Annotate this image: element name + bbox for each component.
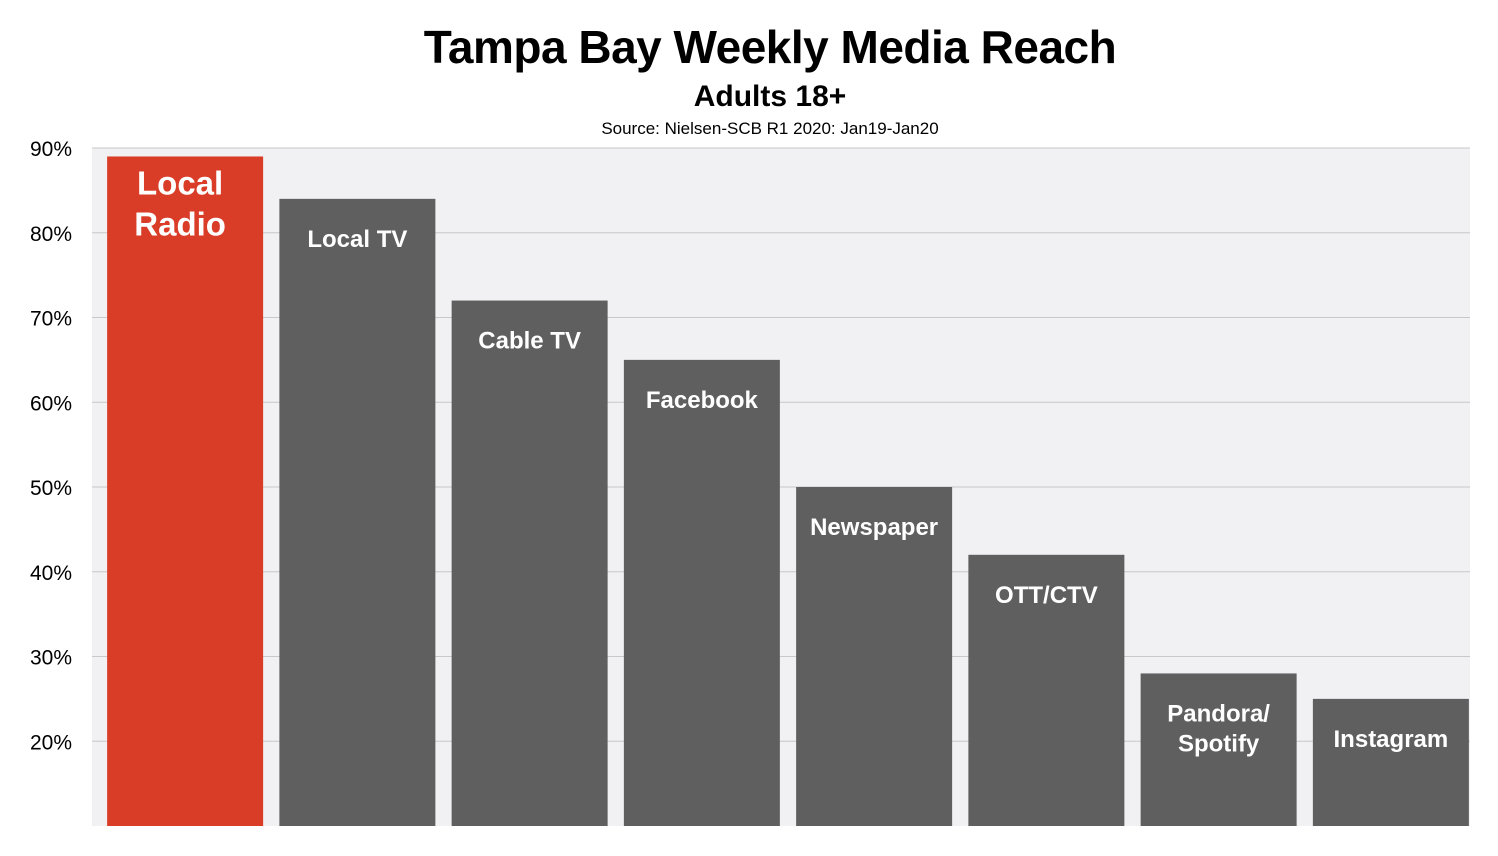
- y-tick-label: 50%: [30, 477, 72, 500]
- bar-labels: Local Radio Local TV Cable TV Facebook Newspa…: [134, 164, 1448, 757]
- bar-label: OTT/CTV: [995, 582, 1098, 609]
- y-axis-ticks: 20% 30% 40% 50% 60% 70% 80% 90%: [30, 138, 72, 754]
- bar: [968, 554, 1125, 826]
- bar-label: Instagram: [1334, 726, 1449, 753]
- bar: [279, 198, 436, 827]
- bar-label: Cable TV: [478, 328, 581, 355]
- bar: [107, 156, 264, 827]
- bar: [623, 359, 780, 826]
- bar: [796, 487, 953, 826]
- bar-label: Local TV: [307, 226, 407, 253]
- y-tick-label: 20%: [30, 731, 72, 754]
- chart-title: Tampa Bay Weekly Media Reach: [423, 21, 1117, 73]
- y-tick-label: 40%: [30, 562, 72, 585]
- chart-subtitle: Adults 18+: [693, 80, 847, 113]
- bar-label: Facebook: [646, 387, 759, 414]
- y-tick-label: 80%: [30, 223, 72, 246]
- y-tick-label: 90%: [30, 138, 72, 161]
- y-tick-label: 70%: [30, 308, 72, 331]
- bars: [107, 156, 1469, 827]
- bar-label: Pandora/Spotify: [1167, 700, 1270, 757]
- bar: [1312, 698, 1469, 826]
- bar: [1140, 673, 1297, 826]
- chart-source: Source: Nielsen-SCB R1 2020: Jan19-Jan20: [601, 119, 939, 138]
- bar-label: Local Radio: [134, 164, 226, 242]
- y-tick-label: 60%: [30, 392, 72, 415]
- bar: [451, 300, 608, 826]
- y-tick-label: 30%: [30, 647, 72, 670]
- bar-label: Newspaper: [810, 514, 938, 541]
